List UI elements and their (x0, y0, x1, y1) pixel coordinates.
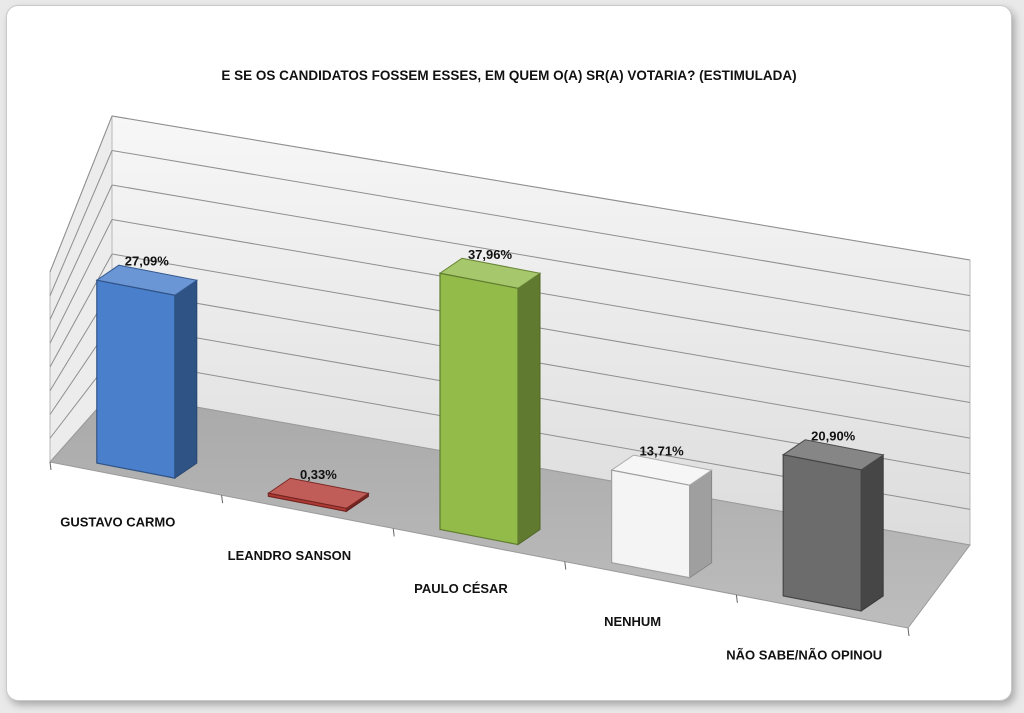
chart-title: E SE OS CANDIDATOS FOSSEM ESSES, EM QUEM… (221, 68, 797, 83)
category-tick (392, 528, 395, 537)
category-label: NENHUM (604, 614, 661, 629)
category-label: LEANDRO SANSON (228, 548, 352, 563)
category-label: GUSTAVO CARMO (60, 515, 175, 530)
category-tick (49, 461, 52, 471)
bar (96, 279, 176, 479)
bar (267, 492, 347, 513)
side-gridline (49, 219, 113, 344)
bar-side (860, 453, 884, 612)
category-tick (564, 561, 567, 570)
category-label: NÃO SABE/NÃO OPINOU (726, 647, 882, 662)
gridline (111, 150, 971, 297)
category-tick (735, 594, 738, 603)
gridline (111, 253, 971, 403)
category-tick (221, 495, 224, 504)
bar (610, 469, 691, 579)
bar-side (174, 279, 198, 480)
side-gridline (49, 150, 113, 296)
category-label: PAULO CÉSAR (414, 581, 508, 596)
bar (782, 454, 862, 612)
data-label: 0,33% (300, 467, 337, 482)
gridline (111, 184, 971, 332)
data-label: 20,90% (811, 428, 856, 443)
bar-side (689, 469, 713, 579)
bar (439, 272, 519, 546)
gridline (111, 219, 971, 368)
side-gridline (49, 184, 113, 320)
gridline (111, 115, 971, 261)
side-gridline (49, 115, 113, 273)
data-label: 37,96% (468, 247, 513, 262)
data-label: 13,71% (640, 444, 685, 459)
bar-side (517, 272, 541, 546)
data-label: 27,09% (125, 254, 170, 269)
side-gridline (49, 253, 113, 368)
gridline (111, 288, 971, 439)
category-tick (907, 627, 910, 637)
